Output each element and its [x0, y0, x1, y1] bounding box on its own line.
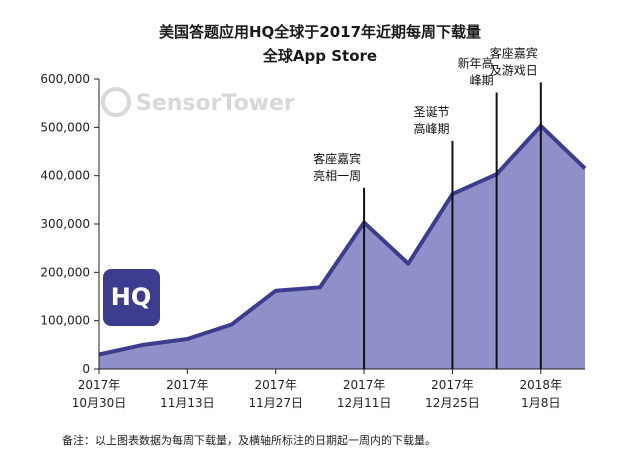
chart-title: 美国答题应用HQ全球于2017年近期每周下载量 — [159, 23, 481, 41]
annotation-label: 及游戏日 — [490, 63, 538, 77]
series-line — [98, 123, 587, 357]
y-tick-label: 300,000 — [40, 217, 90, 231]
annotation-label: 亮相一周 — [313, 168, 361, 183]
x-tick-label: 2017年 — [431, 378, 474, 392]
hq-logo-background — [103, 269, 160, 326]
x-tick-label: 2017年 — [343, 378, 386, 392]
y-tick-label: 100,000 — [40, 314, 90, 328]
hq-logo-text: HQ — [111, 283, 152, 311]
series-area — [99, 125, 585, 369]
x-tick-label: 11月13日 — [160, 396, 215, 410]
x-tick-label: 2017年 — [78, 378, 121, 392]
x-tick-label: 1月8日 — [521, 396, 560, 410]
y-tick-label: 600,000 — [40, 72, 90, 86]
chart-subtitle: 全球App Store — [262, 47, 377, 65]
annotation-label: 峰期 — [470, 74, 494, 88]
annotation-label: 客座嘉宾 — [490, 45, 538, 60]
footnote: 备注：以上图表数据为每周下载量，及横轴所标注的日期起一周内的下载量。 — [62, 433, 436, 447]
y-tick-label: 0 — [82, 362, 90, 376]
x-tick-label: 12月25日 — [425, 396, 480, 410]
watermark-logo-icon — [101, 87, 131, 117]
x-tick-label: 2017年 — [166, 378, 209, 392]
annotation-label: 高峰期 — [413, 121, 449, 136]
annotation-label: 新年高 — [458, 56, 494, 71]
annotation-label: 圣诞节 — [413, 105, 449, 119]
plot-area: 0 100,000 200,000 300,000 400,000 500,000 600,… — [40, 45, 587, 410]
y-tick-label: 200,000 — [40, 265, 90, 279]
y-tick-label: 500,000 — [40, 120, 90, 134]
annotation-label: 客座嘉宾 — [313, 151, 361, 166]
hq-logo: HQ — [103, 269, 160, 326]
x-tick-label: 11月27日 — [248, 396, 303, 410]
x-tick-label: 10月30日 — [72, 396, 127, 410]
watermark-text: SensorTower — [136, 91, 295, 116]
y-tick-label: 400,000 — [40, 169, 90, 183]
x-tick-label: 2018年 — [520, 378, 563, 392]
x-tick-label: 12月11日 — [337, 396, 392, 410]
watermark: SensorTower — [101, 87, 295, 117]
x-tick-label: 2017年 — [254, 378, 297, 392]
